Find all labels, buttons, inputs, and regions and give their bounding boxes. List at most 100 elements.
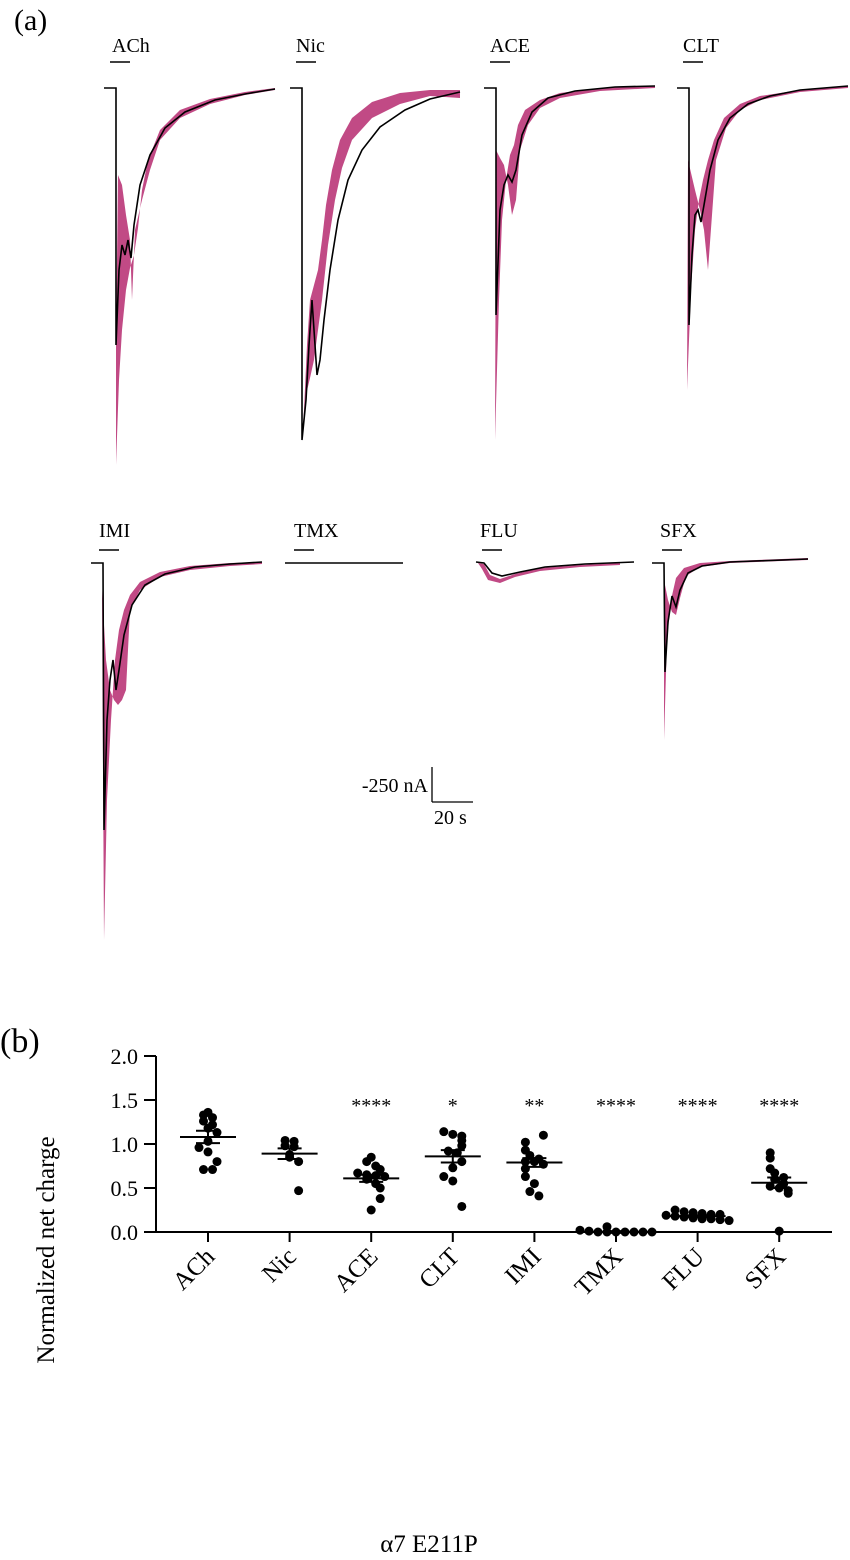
scale-bar-time-label: 20 s	[434, 807, 467, 829]
mean-trace-clt	[677, 85, 849, 326]
mean-trace-nic	[290, 87, 461, 441]
data-point-sfx	[765, 1153, 775, 1163]
data-point-ach	[199, 1165, 208, 1175]
data-point-clt	[457, 1201, 467, 1211]
data-point-flu	[724, 1216, 734, 1226]
data-point-clt	[457, 1141, 467, 1151]
data-point-imi	[520, 1137, 530, 1147]
data-point-ach	[208, 1113, 217, 1123]
data-point-ach	[208, 1165, 217, 1175]
y-tick-label: 2.0	[111, 1044, 139, 1069]
data-point-ach	[199, 1110, 208, 1120]
data-point-ach	[199, 1116, 208, 1126]
data-point-ace	[375, 1194, 385, 1204]
data-point-ach	[212, 1128, 222, 1138]
y-tick-label: 0.5	[111, 1176, 139, 1201]
data-point-ach	[194, 1143, 204, 1153]
data-point-clt	[439, 1172, 449, 1182]
panel-a: (a) ACh Nic ACE CLT IMI	[14, 4, 849, 940]
trace-sfx: SFX	[652, 520, 809, 740]
data-point-ace	[366, 1205, 376, 1215]
sem-band-ach	[116, 88, 275, 465]
data-point-ach	[203, 1147, 213, 1157]
trace-label-nic: Nic	[296, 35, 325, 57]
trace-label-sfx: SFX	[660, 520, 697, 542]
trace-ach: ACh	[104, 35, 276, 465]
y-axis-label: Normalized net charge	[33, 1136, 60, 1363]
x-tick-label-flu: FLU	[657, 1243, 709, 1295]
significance-clt: *	[448, 1095, 458, 1117]
significance-tmx: ****	[596, 1095, 636, 1117]
data-point-ach	[212, 1157, 222, 1167]
data-point-ace	[353, 1168, 363, 1178]
x-tick-label-clt: CLT	[414, 1243, 465, 1294]
y-tick-label: 0.0	[111, 1220, 139, 1245]
data-point-ace	[375, 1183, 385, 1193]
x-axis-title: α7 E211P	[380, 1531, 478, 1558]
scale-bar: -250 nA 20 s	[362, 767, 473, 829]
data-point-nic	[294, 1186, 304, 1196]
trace-imi: IMI	[91, 520, 263, 940]
trace-label-clt: CLT	[683, 35, 719, 57]
data-point-flu	[661, 1210, 671, 1220]
sem-band-clt	[687, 86, 848, 390]
y-tick-label: 1.0	[111, 1132, 139, 1157]
trace-label-flu: FLU	[480, 520, 518, 542]
x-tick-label-tmx: TMX	[570, 1243, 628, 1301]
mean-trace-ace	[484, 85, 656, 316]
x-tick-label-ace: ACE	[329, 1243, 383, 1297]
mean-trace-imi	[91, 561, 263, 831]
data-point-tmx	[575, 1225, 585, 1235]
data-point-clt	[448, 1129, 458, 1139]
sem-band-ace	[495, 86, 655, 440]
x-tick-label-sfx: SFX	[740, 1243, 792, 1295]
significance-ace: ****	[351, 1095, 391, 1117]
data-point-sfx	[770, 1168, 780, 1178]
data-point-clt	[439, 1127, 449, 1137]
trace-label-ach: ACh	[112, 35, 150, 57]
data-point-nic	[289, 1142, 299, 1152]
sem-band-sfx	[664, 558, 808, 740]
significance-flu: ****	[678, 1095, 718, 1117]
x-tick-label-ach: ACh	[168, 1243, 221, 1296]
y-tick-label: 1.5	[111, 1088, 139, 1113]
data-point-flu	[670, 1205, 680, 1215]
trace-label-imi: IMI	[99, 520, 130, 542]
trace-clt: CLT	[677, 35, 849, 390]
data-point-imi	[520, 1172, 530, 1182]
data-point-ace	[380, 1172, 390, 1182]
data-point-imi	[520, 1164, 530, 1174]
x-tick-label-nic: Nic	[257, 1243, 302, 1288]
mean-trace-flu	[475, 561, 635, 577]
data-point-clt	[448, 1163, 458, 1173]
sem-band-nic	[302, 90, 460, 440]
data-point-imi	[525, 1187, 535, 1197]
data-point-sfx	[774, 1226, 784, 1236]
sem-band-flu	[478, 563, 620, 583]
data-point-imi	[534, 1191, 544, 1201]
scale-bar-current-label: -250 nA	[362, 775, 429, 797]
data-point-flu	[715, 1215, 725, 1225]
data-point-imi	[529, 1179, 539, 1189]
trace-label-tmx: TMX	[294, 520, 339, 542]
scatter-layer: ACh Nic ACE **** CLT * IMI ** TMX **** FLU **** SFX *…	[168, 1095, 808, 1302]
y-ticks: 0.0 0.5 1.0 1.5 2.0	[111, 1044, 156, 1245]
data-point-clt	[448, 1176, 458, 1186]
data-point-ace	[375, 1165, 385, 1175]
significance-sfx: ****	[759, 1095, 799, 1117]
trace-flu: FLU	[475, 520, 635, 583]
x-tick-label-imi: IMI	[500, 1243, 547, 1290]
sem-band-imi	[102, 562, 262, 940]
trace-ace: ACE	[484, 35, 656, 440]
data-point-ace	[362, 1157, 372, 1167]
significance-imi: **	[524, 1095, 544, 1117]
trace-label-ace: ACE	[490, 35, 530, 57]
data-point-sfx	[783, 1188, 793, 1198]
trace-nic: Nic	[290, 35, 461, 441]
panel-b: (b) Normalized net charge α7 E211P 0.0 0…	[0, 1023, 832, 1558]
data-point-imi	[538, 1130, 548, 1140]
panel-a-label: (a)	[14, 4, 47, 37]
mean-trace-sfx	[652, 558, 809, 673]
data-point-tmx	[647, 1227, 657, 1237]
